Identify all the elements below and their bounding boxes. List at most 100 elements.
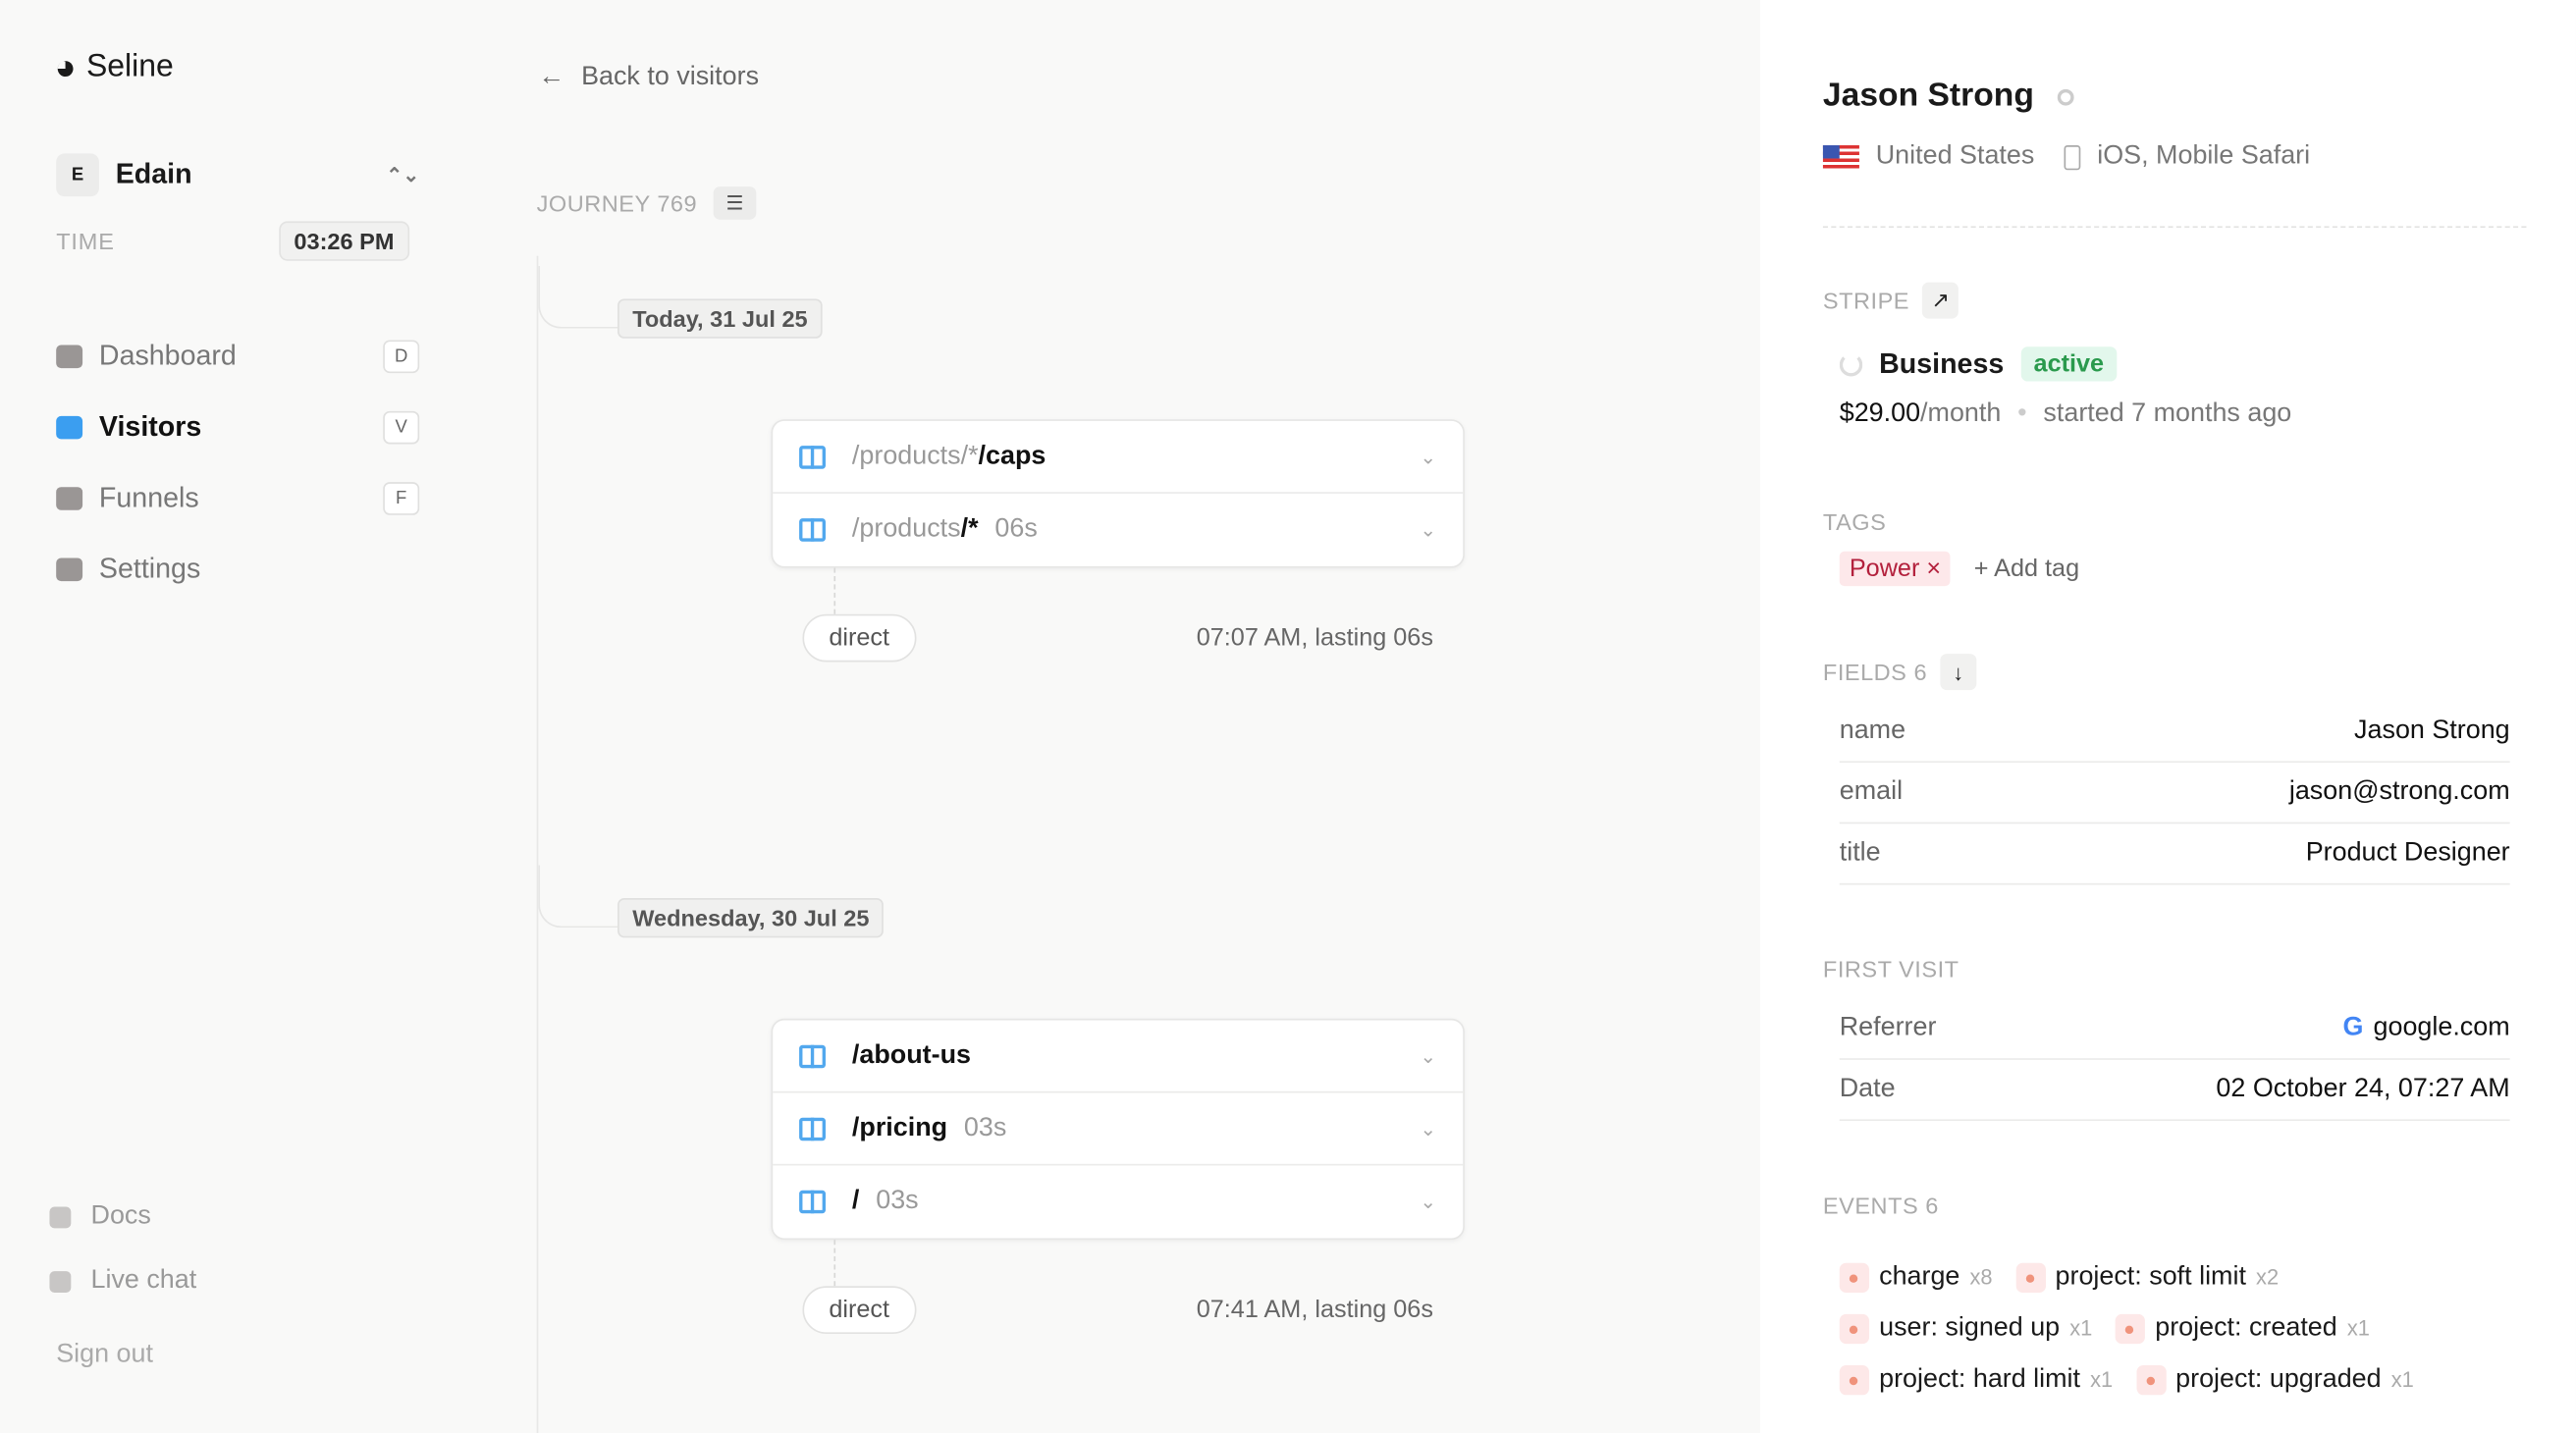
event-item[interactable]: project: hard limit x1 xyxy=(1839,1364,2113,1395)
workspace-switcher[interactable]: E Edain ⌃⌄ xyxy=(56,152,419,198)
loading-icon xyxy=(1839,352,1863,376)
field-row: title Product Designer xyxy=(1839,823,2510,885)
sidebar-item-visitors[interactable]: Visitors V xyxy=(56,410,420,445)
page-view-row[interactable]: /products/* 06s ⌄ xyxy=(773,494,1463,566)
event-dots-icon xyxy=(1839,1313,1870,1344)
chevron-down-icon[interactable]: ⌄ xyxy=(1420,1116,1437,1141)
remove-tag-icon[interactable]: × xyxy=(1926,555,1942,583)
tag-power: Power × xyxy=(1839,551,1952,587)
event-item[interactable]: project: soft limit x2 xyxy=(2015,1261,2279,1293)
event-item[interactable]: user: signed up x1 xyxy=(1839,1313,2093,1344)
session-card: /about-us ⌄ /pricing 03s ⌄ / 03s ⌄ xyxy=(771,1018,1465,1241)
field-row: name Jason Strong xyxy=(1839,702,2510,764)
event-name: user: signed up xyxy=(1879,1313,2061,1342)
period: /month xyxy=(1920,399,2002,428)
path: /about-us xyxy=(851,1040,972,1070)
page-icon xyxy=(799,1190,826,1214)
chevron-down-icon[interactable]: ⌄ xyxy=(1420,1190,1437,1214)
divider xyxy=(1822,226,2527,229)
brand-name: Seline xyxy=(85,49,174,84)
events-row: charge x8 project: soft limit x2 xyxy=(1839,1251,2533,1302)
funnels-icon xyxy=(56,487,83,510)
arrow-down-icon[interactable]: ↓ xyxy=(1940,654,1977,691)
page-view-row[interactable]: /pricing 03s ⌄ xyxy=(773,1092,1464,1166)
session-card: /products/*/caps ⌄/products/* 06s ⌄ xyxy=(771,419,1465,568)
add-tag-button[interactable]: + Add tag xyxy=(1973,555,2080,583)
shortcut-key: V xyxy=(383,410,420,445)
sidebar-item-funnels[interactable]: Funnels F xyxy=(56,482,420,515)
timeline-line xyxy=(536,255,539,1433)
status-badge: active xyxy=(2020,346,2118,382)
nav-label: Settings xyxy=(98,553,201,585)
link-label: Live chat xyxy=(90,1266,197,1295)
name-text: Jason Strong xyxy=(1822,78,2034,115)
brand-logo[interactable]: ◕ Seline xyxy=(55,46,174,89)
event-item[interactable]: charge x8 xyxy=(1839,1261,1993,1293)
event-name: project: soft limit xyxy=(2055,1261,2246,1291)
event-count: x1 xyxy=(2069,1315,2093,1341)
tags: Power × + Add tag xyxy=(1839,551,2080,587)
chevron-down-icon[interactable]: ⌄ xyxy=(1420,518,1437,542)
sidebar-chat-link[interactable]: Live chat xyxy=(49,1266,196,1296)
page-icon xyxy=(799,1116,826,1141)
shortcut-key: F xyxy=(383,482,420,515)
event-item[interactable]: project: upgraded x1 xyxy=(2135,1364,2414,1395)
nav-label: Dashboard xyxy=(98,340,237,372)
sidebar-item-dashboard[interactable]: Dashboard D xyxy=(56,340,420,374)
external-link-icon[interactable]: ↗ xyxy=(1922,282,1959,319)
fields-label: FIELDS 6 xyxy=(1822,659,1928,686)
device: iOS, Mobile Safari xyxy=(2097,141,2311,171)
first-visit-label: FIRST VISIT xyxy=(1822,955,1959,982)
page-view-row[interactable]: /about-us ⌄ xyxy=(773,1020,1464,1093)
timeline-branch xyxy=(538,265,618,329)
page-view-row[interactable]: / 03s ⌄ xyxy=(773,1165,1463,1238)
field-key: email xyxy=(1839,777,1904,806)
events-row: project: hard limit x1 project: upgraded x1 xyxy=(1839,1353,2533,1405)
event-dots-icon xyxy=(1839,1364,1870,1395)
event-name: project: upgraded xyxy=(2175,1364,2382,1393)
source-badge: direct xyxy=(802,1286,916,1335)
us-flag-icon xyxy=(1822,144,1859,170)
stripe-label: STRIPE xyxy=(1822,287,1910,314)
dot-separator: • xyxy=(2017,399,2027,428)
duration: 06s xyxy=(994,514,1038,544)
seline-logo-icon: ◕ xyxy=(54,46,77,88)
session-time: 07:41 AM, lasting 06s xyxy=(1196,1296,1433,1324)
path: /* xyxy=(960,514,979,544)
sidebar-docs-link[interactable]: Docs xyxy=(49,1201,151,1231)
field-value: 02 October 24, 07:27 AM xyxy=(2216,1074,2510,1103)
event-dots-icon xyxy=(2015,1261,2046,1293)
field-key: Referrer xyxy=(1839,1013,1937,1042)
sign-out-link[interactable]: Sign out xyxy=(56,1340,153,1369)
event-dots-icon xyxy=(1839,1261,1870,1293)
session-date: Today, 31 Jul 25 xyxy=(617,298,823,339)
page-icon xyxy=(799,1043,826,1068)
status-dot-icon xyxy=(2057,87,2074,105)
journey-title: JOURNEY 769 xyxy=(536,189,698,217)
page-icon xyxy=(799,518,826,542)
chevron-down-icon[interactable]: ⌄ xyxy=(1420,445,1437,468)
duration: 03s xyxy=(876,1187,919,1215)
back-to-visitors-link[interactable]: ← Back to visitors xyxy=(538,63,759,92)
price: $29.00 xyxy=(1839,399,1921,428)
arrow-left-icon: ← xyxy=(538,62,565,91)
path: / xyxy=(851,1187,860,1215)
chevron-down-icon[interactable]: ⌄ xyxy=(1420,1043,1437,1068)
visitor-meta: United States iOS, Mobile Safari xyxy=(1822,141,2311,172)
visitor-name: Jason Strong xyxy=(1822,78,2074,116)
events-label: EVENTS 6 xyxy=(1822,1192,1939,1219)
field-value: google.com xyxy=(2373,1013,2510,1042)
event-dots-icon xyxy=(2135,1364,2167,1395)
event-item[interactable]: project: created x1 xyxy=(2115,1313,2370,1344)
page-view-row[interactable]: /products/*/caps ⌄ xyxy=(773,421,1464,494)
sidebar-item-settings[interactable]: Settings xyxy=(56,553,419,586)
google-icon: G xyxy=(2342,1013,2364,1042)
connector xyxy=(833,1240,836,1287)
filter-icon[interactable]: ☰ xyxy=(713,186,757,220)
field-key: title xyxy=(1839,838,1881,868)
add-tag-label: Add tag xyxy=(1994,555,2080,583)
visitors-icon xyxy=(56,415,83,440)
stripe-price: $29.00/month • started 7 months ago xyxy=(1840,399,2292,429)
timeline-branch xyxy=(538,865,618,929)
stripe-plan: Business active xyxy=(1839,346,2118,382)
